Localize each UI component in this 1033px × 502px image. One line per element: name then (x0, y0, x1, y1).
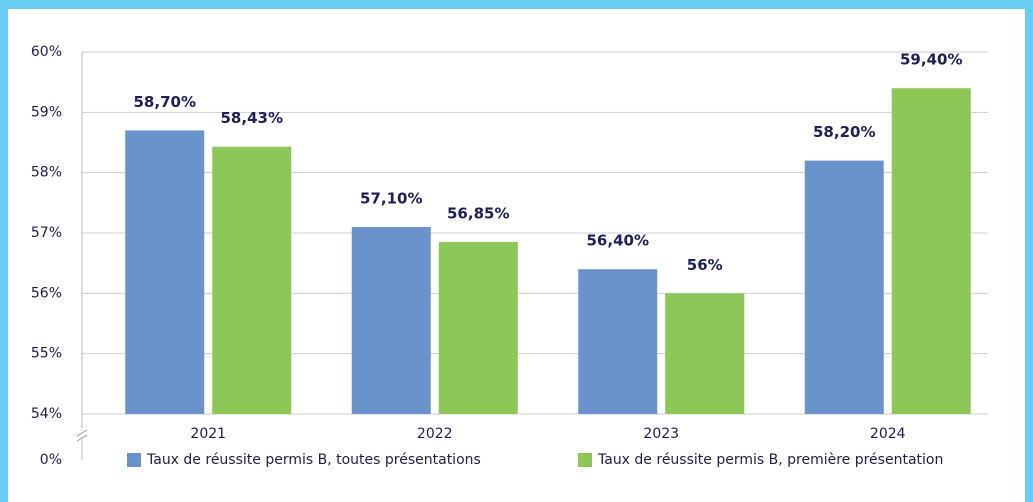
x-tick-label: 2021 (190, 426, 226, 442)
legend-label: Taux de réussite permis B, toutes présen… (146, 452, 481, 468)
axis-break (76, 434, 88, 442)
bar (212, 146, 292, 414)
value-label: 56,40% (587, 232, 649, 250)
value-label: 56,85% (447, 205, 509, 223)
legend-swatch (127, 453, 141, 467)
y-tick-label: 57% (31, 225, 62, 241)
bar (804, 160, 884, 414)
value-label: 58,20% (813, 123, 875, 141)
bar (438, 242, 518, 414)
bar (125, 130, 205, 414)
axis-break (76, 429, 88, 437)
legend-label: Taux de réussite permis B, première prés… (597, 452, 943, 468)
value-label: 58,70% (134, 93, 196, 111)
y-tick-label: 58% (31, 165, 62, 181)
value-label: 56% (687, 256, 723, 274)
value-label: 59,40% (900, 51, 962, 69)
x-tick-label: 2022 (417, 426, 453, 442)
legend-swatch (578, 453, 592, 467)
bar (578, 269, 658, 414)
value-label: 58,43% (221, 109, 283, 127)
bar (351, 226, 431, 414)
bar (665, 293, 745, 414)
x-tick-label: 2024 (870, 426, 906, 442)
value-label: 57,10% (360, 189, 422, 207)
y-tick-label: 59% (31, 104, 62, 120)
y-tick-label: 0% (40, 452, 62, 468)
bar (891, 88, 971, 414)
y-tick-label: 56% (31, 285, 62, 301)
y-tick-label: 60% (31, 44, 62, 60)
y-tick-label: 54% (31, 406, 62, 422)
y-tick-label: 55% (31, 346, 62, 362)
x-tick-label: 2023 (643, 426, 679, 442)
